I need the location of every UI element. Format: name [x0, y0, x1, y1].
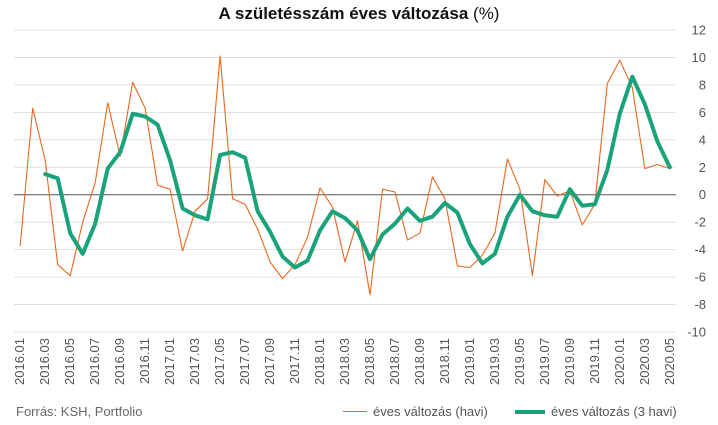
x-tick-label: 2016.03 — [37, 338, 52, 385]
x-tick-label: 2019.05 — [512, 338, 527, 385]
y-tick-label: 4 — [699, 132, 706, 147]
series-lines — [19, 55, 672, 296]
x-tick-label: 2019.03 — [487, 338, 502, 385]
y-tick-label: 12 — [692, 23, 706, 38]
x-tick-label: 2017.01 — [162, 338, 177, 385]
x-tick-label: 2019.07 — [537, 338, 552, 385]
legend-item-quarterly: éves változás (3 havi) — [515, 404, 677, 419]
x-axis-ticks: 2016.01 2016.03 2016.05 2016.07 2016.09 2016.… — [12, 338, 677, 385]
series-line-monthly — [19, 55, 671, 296]
x-tick-label: 2018.01 — [312, 338, 327, 385]
x-tick-label: 2017.05 — [212, 338, 227, 385]
x-tick-label: 2018.11 — [437, 338, 452, 384]
x-tick-label: 2020.05 — [662, 338, 677, 385]
chart-title-unit: (%) — [473, 4, 500, 23]
y-tick-label: 2 — [699, 160, 706, 175]
x-tick-label: 2018.03 — [337, 338, 352, 385]
x-tick-label: 2020.01 — [612, 338, 627, 385]
chart-title: A születésszám éves változása (%) — [0, 4, 718, 24]
y-tick-label: 6 — [699, 105, 706, 120]
x-tick-label: 2016.07 — [87, 338, 102, 385]
legend-swatch-quarterly — [515, 409, 545, 414]
legend-label-monthly: éves változás (havi) — [373, 404, 488, 419]
y-axis-ticks: -10 -8 -6 -4 -2 0 2 4 6 8 10 12 — [687, 23, 706, 340]
x-tick-label: 2018.05 — [362, 338, 377, 385]
y-tick-label: 0 — [699, 187, 706, 202]
x-tick-label: 2017.03 — [187, 338, 202, 385]
x-tick-label: 2018.09 — [412, 338, 427, 385]
x-tick-label: 2017.11 — [287, 338, 302, 384]
x-tick-label: 2018.07 — [387, 338, 402, 385]
y-tick-label: 8 — [699, 77, 706, 92]
y-tick-label: -2 — [694, 215, 706, 230]
x-tick-label: 2016.01 — [12, 338, 27, 385]
x-tick-label: 2016.05 — [62, 338, 77, 385]
y-tick-label: -6 — [694, 270, 706, 285]
y-tick-label: -10 — [687, 325, 706, 340]
y-tick-label: 10 — [692, 50, 706, 65]
series-line-quarterly — [43, 74, 672, 270]
y-tick-label: -4 — [694, 242, 706, 257]
x-tick-label: 2016.09 — [112, 338, 127, 385]
y-tick-label: -8 — [694, 297, 706, 312]
x-tick-label: 2019.11 — [587, 338, 602, 384]
gridlines — [14, 29, 676, 333]
x-tick-label: 2017.07 — [237, 338, 252, 385]
legend-label-quarterly: éves változás (3 havi) — [551, 404, 677, 419]
x-tick-label: 2020.03 — [637, 338, 652, 385]
x-tick-label: 2019.09 — [562, 338, 577, 385]
source-note: Forrás: KSH, Portfolio — [16, 404, 143, 419]
legend-item-monthly: éves változás (havi) — [343, 404, 488, 419]
legend-swatch-monthly — [343, 411, 367, 412]
x-tick-label: 2016.11 — [137, 338, 152, 384]
x-tick-label: 2017.09 — [262, 338, 277, 385]
x-tick-label: 2019.01 — [462, 338, 477, 385]
chart-title-main: A születésszám éves változása — [218, 4, 469, 23]
